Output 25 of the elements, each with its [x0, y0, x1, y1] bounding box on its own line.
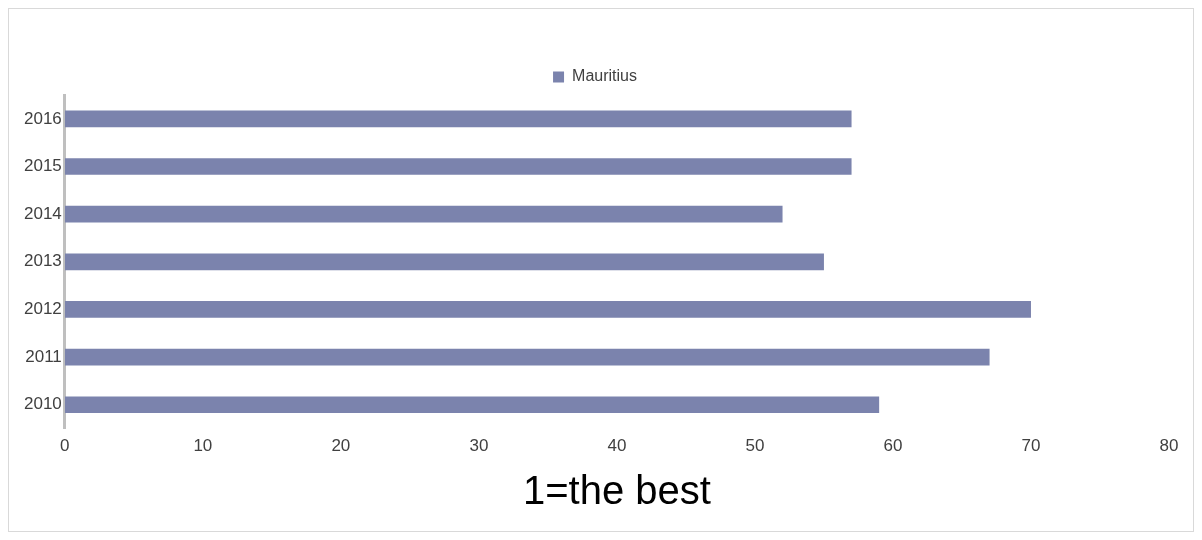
- bar: [64, 205, 783, 223]
- y-tick-label: 2013: [23, 251, 62, 271]
- y-tick-label: 2012: [23, 299, 62, 319]
- x-tick-label: 10: [193, 436, 213, 456]
- y-tick-label: 2011: [25, 346, 62, 366]
- x-tick-label: 60: [883, 436, 903, 456]
- x-tick-label: 40: [607, 436, 627, 456]
- x-axis-title: 1=the best: [522, 468, 711, 513]
- x-tick-label: 70: [1021, 436, 1041, 456]
- bar: [64, 348, 990, 366]
- x-tick-label: 0: [60, 436, 70, 456]
- x-tick-label: 30: [469, 436, 489, 456]
- bar: [64, 396, 880, 414]
- bar: [64, 301, 1031, 318]
- x-tick-label: 80: [1159, 436, 1179, 456]
- y-tick-label: 2015: [23, 156, 62, 176]
- x-tick-label: 50: [745, 436, 765, 456]
- bar: [64, 253, 824, 271]
- bar: [64, 110, 852, 128]
- y-tick-label: 2010: [23, 394, 62, 414]
- y-tick-label: 2014: [23, 203, 62, 223]
- y-tick-label: 2016: [23, 108, 62, 128]
- legend-label: Mauritius: [572, 67, 637, 85]
- x-tick-label: 20: [331, 436, 351, 456]
- bar: [64, 158, 852, 175]
